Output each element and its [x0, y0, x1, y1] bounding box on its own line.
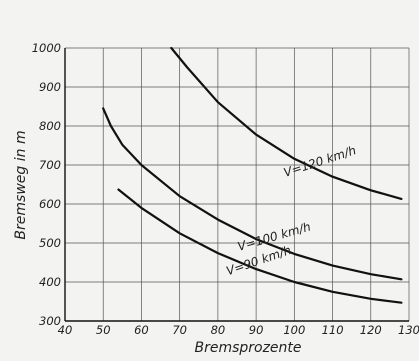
x-tick-label: 120 [360, 323, 382, 337]
y-tick-label: 600 [39, 197, 61, 211]
x-tick-label: 130 [398, 323, 419, 337]
x-tick-label: 80 [211, 323, 226, 337]
x-tick-label: 110 [322, 323, 344, 337]
x-tick-label: 90 [249, 323, 264, 337]
y-tick-label: 800 [39, 119, 61, 133]
x-tick-label: 40 [58, 323, 73, 337]
x-tick-label: 50 [96, 323, 111, 337]
x-tick-label: 60 [134, 323, 149, 337]
y-tick-label: 900 [39, 80, 61, 94]
x-tick-label: 100 [283, 323, 305, 337]
y-tick-label: 300 [39, 314, 61, 328]
chart-axes [64, 48, 409, 322]
series-label: V=120 km/h [282, 143, 358, 180]
chart-series-labels: V=120 km/hV=100 km/hV=90 km/h [224, 143, 357, 278]
y-tick-label: 1000 [32, 41, 61, 55]
x-tick-labels: 40 50 60 70 80 90 100 110 120 130 [58, 323, 419, 337]
x-axis-label: Bremsprozente [194, 340, 301, 356]
series-line-1 [102, 107, 403, 281]
y-tick-label: 700 [39, 158, 61, 172]
x-tick-label: 70 [172, 323, 187, 337]
chart-series [102, 46, 403, 304]
y-tick-label: 500 [39, 236, 61, 250]
series-line-2 [117, 188, 403, 304]
y-tick-label: 400 [39, 275, 61, 289]
y-axis-label: Bremsweg in m [13, 130, 29, 239]
series-line-0 [170, 46, 403, 200]
y-tick-labels: 300 400 500 600 700 800 900 1000 [32, 41, 61, 328]
